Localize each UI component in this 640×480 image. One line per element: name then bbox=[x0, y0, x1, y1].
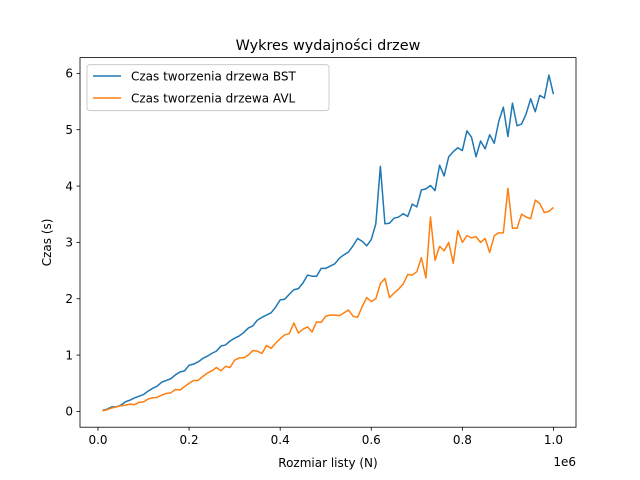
y-tick-label: 5 bbox=[65, 123, 73, 137]
series-line-avl bbox=[102, 187, 554, 412]
y-tick-label: 1 bbox=[65, 348, 73, 362]
x-axis-offset-label: 1e6 bbox=[553, 455, 576, 469]
legend-label-bst: Czas tworzenia drzewa BST bbox=[131, 70, 297, 84]
x-tick-label: 0.4 bbox=[271, 433, 290, 447]
chart-title: Wykres wydajności drzew bbox=[236, 38, 421, 54]
y-tick-label: 4 bbox=[65, 179, 73, 193]
series-layer bbox=[102, 74, 555, 412]
y-axis-ticks: 0 1 2 3 4 5 6 bbox=[65, 67, 80, 419]
y-tick-label: 6 bbox=[65, 67, 73, 81]
series-line-bst bbox=[102, 74, 555, 412]
x-tick-label: 0.8 bbox=[453, 433, 472, 447]
y-tick-label: 2 bbox=[65, 292, 73, 306]
x-tick-label: 1.0 bbox=[544, 433, 563, 447]
y-tick-label: 3 bbox=[65, 236, 73, 250]
x-tick-label: 0.0 bbox=[88, 433, 107, 447]
x-axis-ticks: 0.0 0.2 0.4 0.6 0.8 1.0 bbox=[88, 427, 563, 447]
legend: Czas tworzenia drzewa BST Czas tworzenia… bbox=[86, 64, 330, 112]
y-axis-label: Czas (s) bbox=[40, 219, 54, 267]
legend-label-avl: Czas tworzenia drzewa AVL bbox=[131, 92, 296, 106]
x-tick-label: 0.6 bbox=[362, 433, 381, 447]
x-axis-label: Rozmiar listy (N) bbox=[278, 456, 377, 470]
x-tick-label: 0.2 bbox=[180, 433, 199, 447]
y-tick-label: 0 bbox=[65, 405, 73, 419]
plot-area bbox=[80, 57, 576, 428]
legend-box bbox=[86, 64, 330, 112]
